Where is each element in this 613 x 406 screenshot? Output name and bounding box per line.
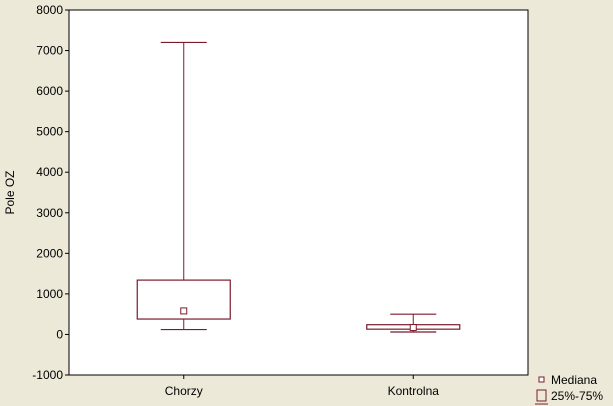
y-tick-label: 5000 xyxy=(36,125,63,139)
box-iqr xyxy=(136,279,231,320)
y-tick-label: 8000 xyxy=(36,3,63,17)
y-tick-label: -1000 xyxy=(32,368,63,382)
plot-area xyxy=(68,9,529,376)
legend-label-box: 25%-75% xyxy=(551,389,603,403)
x-axis-ticks: Chorzy Kontrolna xyxy=(165,375,440,398)
legend: Mediana 25%-75% xyxy=(535,373,603,405)
y-tick-label: 7000 xyxy=(36,44,63,58)
median-marker xyxy=(180,307,188,315)
median-marker xyxy=(409,324,417,332)
y-tick-label: 2000 xyxy=(36,246,63,260)
legend-marker-box xyxy=(536,389,547,402)
y-tick-label: 1000 xyxy=(36,287,63,301)
y-tick-label: 3000 xyxy=(36,206,63,220)
y-axis-ticks: -1000 0 1000 2000 3000 4000 5000 6000 7000 8000 xyxy=(32,3,69,382)
y-tick-label: 4000 xyxy=(36,165,63,179)
y-tick-label: 0 xyxy=(56,327,63,341)
box-layer xyxy=(136,41,461,333)
x-tick-label: Kontrolna xyxy=(388,384,440,398)
legend-label-median: Mediana xyxy=(551,373,597,387)
y-axis-title: Pole OZ xyxy=(3,170,17,214)
x-tick-label: Chorzy xyxy=(165,384,203,398)
legend-marker-median xyxy=(538,376,545,383)
y-tick-label: 6000 xyxy=(36,84,63,98)
